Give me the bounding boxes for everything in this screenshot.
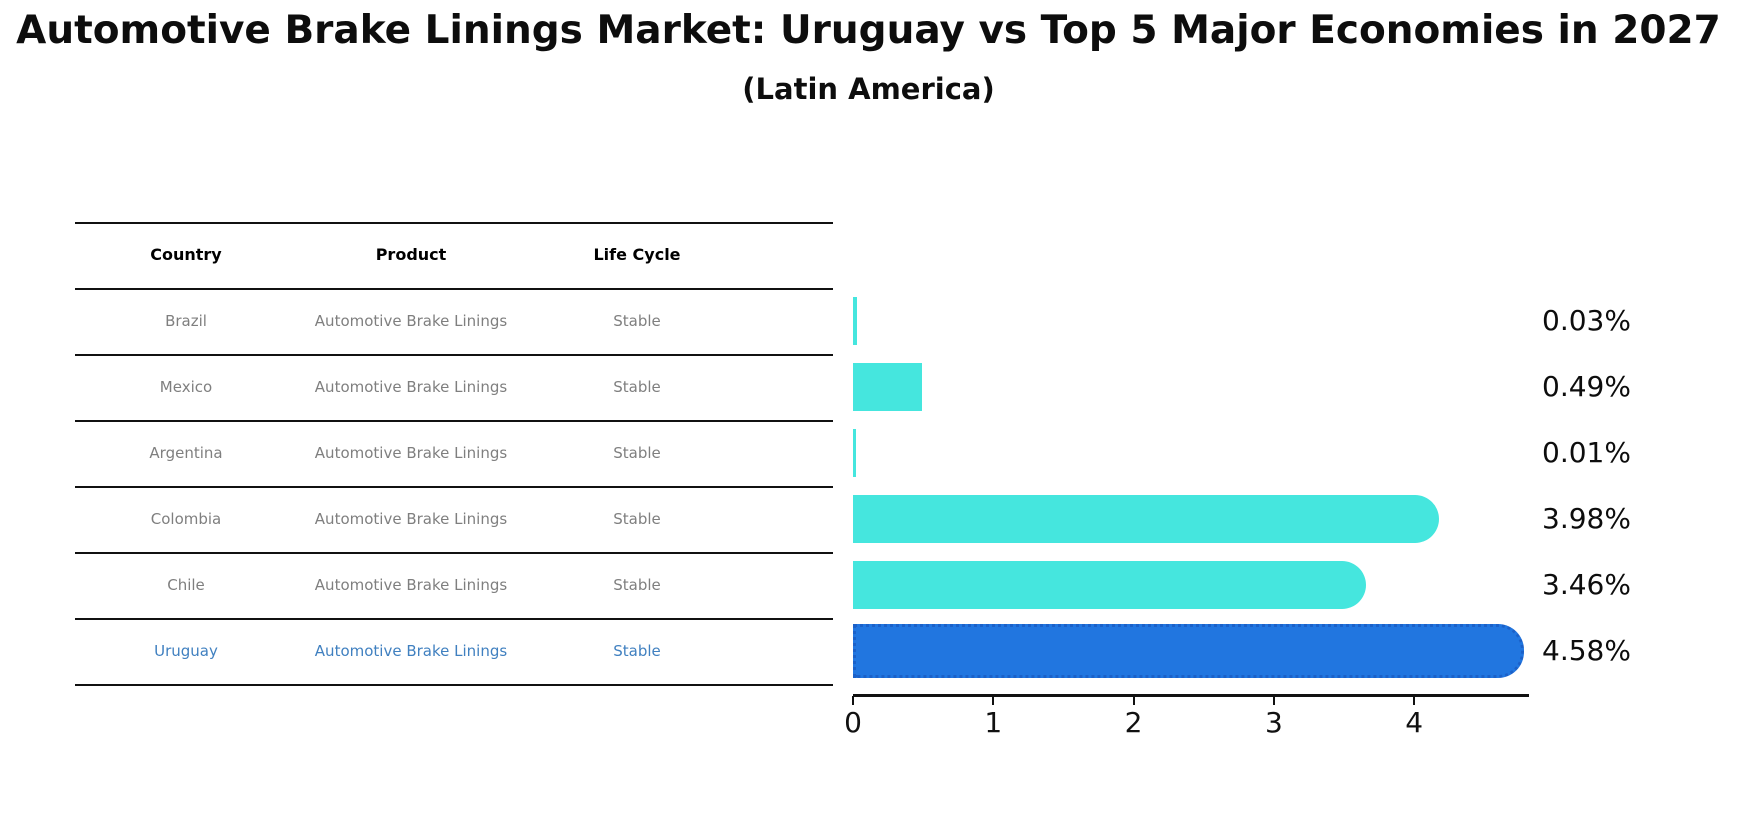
bar-mexico (853, 363, 922, 411)
table-cell-country: Chile (167, 576, 205, 594)
table-cell-product: Automotive Brake Linings (314, 642, 508, 660)
chart-title: Automotive Brake Linings Market: Uruguay… (16, 8, 1721, 53)
table-cell-lifecycle: Stable (613, 642, 661, 660)
x-axis-tick-mark (1132, 696, 1135, 705)
table-cell-product: Automotive Brake Linings (314, 312, 508, 330)
bar-value-label: 3.46% (1542, 568, 1631, 601)
x-axis-tick-label: 4 (1405, 706, 1424, 739)
table-column-header: Life Cycle (593, 245, 681, 264)
table-row-divider (75, 288, 833, 290)
bar-uruguay-highlight (853, 624, 1524, 678)
table-row-divider (75, 354, 833, 356)
bar-argentina (853, 429, 856, 477)
table-cell-lifecycle: Stable (613, 312, 661, 330)
x-axis-tick-label: 3 (1264, 706, 1283, 739)
bar-value-label: 4.58% (1542, 634, 1631, 667)
table-cell-product: Automotive Brake Linings (314, 576, 508, 594)
bar-value-label: 0.03% (1542, 304, 1631, 337)
table-cell-country: Uruguay (154, 642, 218, 660)
table-column-header: Product (375, 245, 447, 264)
table-row-divider (75, 552, 833, 554)
table-cell-country: Brazil (165, 312, 207, 330)
table-cell-lifecycle: Stable (613, 444, 661, 462)
bar-value-label: 3.98% (1542, 502, 1631, 535)
table-cell-lifecycle: Stable (613, 576, 661, 594)
table-cell-product: Automotive Brake Linings (314, 444, 508, 462)
x-axis-tick-label: 0 (844, 706, 862, 739)
chart-subtitle: (Latin America) (742, 72, 995, 106)
bar-brazil (853, 297, 858, 345)
table-row-divider (75, 618, 833, 620)
x-axis-tick-mark (1413, 696, 1416, 705)
table-row-divider (75, 420, 833, 422)
x-axis-tick-mark (992, 696, 995, 705)
table-cell-country: Colombia (150, 510, 222, 528)
table-row-divider (75, 486, 833, 488)
table-cell-product: Automotive Brake Linings (314, 510, 508, 528)
table-column-header: Country (150, 245, 222, 264)
x-axis-tick-mark (1272, 696, 1275, 705)
table-cell-country: Mexico (159, 378, 213, 396)
bar-value-label: 0.49% (1542, 370, 1631, 403)
table-cell-lifecycle: Stable (613, 378, 661, 396)
table-cell-product: Automotive Brake Linings (314, 378, 508, 396)
bar-value-label: 0.01% (1542, 436, 1631, 469)
table-cell-lifecycle: Stable (613, 510, 661, 528)
bar-colombia (853, 495, 1440, 543)
table-cell-country: Argentina (149, 444, 223, 462)
table-row-divider (75, 684, 833, 686)
bar-chile (853, 561, 1367, 609)
table-row-divider (75, 222, 833, 224)
x-axis-tick-mark (852, 696, 854, 705)
x-axis-tick-label: 2 (1124, 706, 1143, 739)
x-axis-line (853, 694, 1529, 697)
x-axis-tick-label: 1 (984, 706, 1003, 739)
